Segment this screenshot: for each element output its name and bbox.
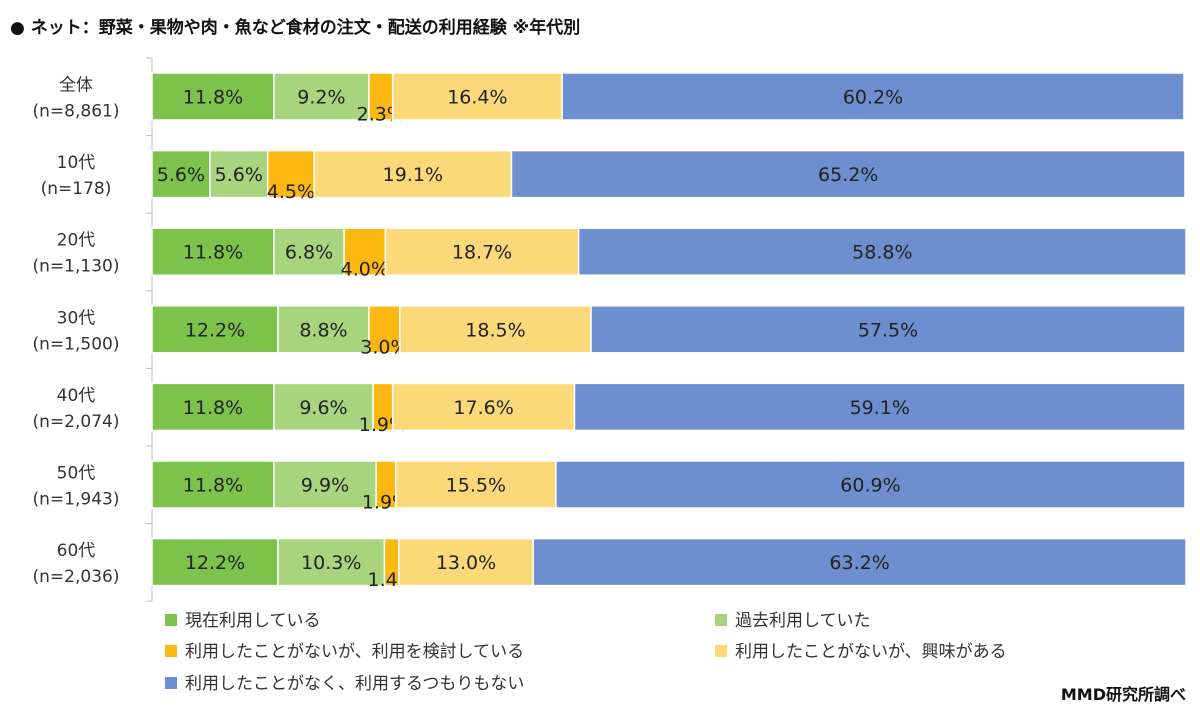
bar-segment <box>391 72 563 121</box>
data-label: 11.8% <box>183 87 243 109</box>
bar-segment <box>391 382 576 432</box>
category-label: (n=2,036) <box>33 567 120 587</box>
bar-segment <box>510 149 1186 199</box>
bar-segment <box>266 149 315 199</box>
legend-label: 利用したことがないが、興味がある <box>735 642 1007 662</box>
category-label: (n=8,861) <box>33 102 120 122</box>
data-label: 3.0% <box>360 336 408 358</box>
legend-swatch <box>715 614 727 626</box>
bar-segment <box>368 305 401 354</box>
data-label: 16.4% <box>447 87 507 109</box>
legend-swatch <box>165 677 177 689</box>
data-label: 12.2% <box>185 552 245 574</box>
category-label: (n=1,130) <box>33 257 120 277</box>
data-label: 4.5% <box>267 181 315 203</box>
data-label: 60.2% <box>843 87 903 109</box>
data-label: 12.2% <box>185 319 245 341</box>
data-label: 9.9% <box>301 475 349 497</box>
data-label: 4.0% <box>341 259 389 281</box>
bar-segment <box>151 382 275 432</box>
legend-label: 利用したことがなく、利用するつもりもない <box>185 674 524 694</box>
bar-segment <box>395 460 557 509</box>
bar-segment <box>399 305 592 354</box>
data-label: 5.6% <box>215 164 263 186</box>
bar-segment <box>151 305 279 354</box>
bar-segment <box>273 72 370 121</box>
data-label: 59.1% <box>850 397 910 419</box>
data-label: 60.9% <box>840 475 900 497</box>
bar-segment <box>532 537 1187 587</box>
bar-segment <box>277 305 370 354</box>
category-label: 60代 <box>57 541 96 561</box>
data-label: 15.5% <box>446 475 506 497</box>
bar-segment <box>151 537 279 587</box>
data-label: 13.0% <box>436 552 496 574</box>
data-label: 63.2% <box>829 552 889 574</box>
plot-area: 全体(n=8,861)11.8% 9.2%2.3%16.4% 60.2%10代(n=… <box>33 57 1187 602</box>
data-label: 11.8% <box>183 397 243 419</box>
bar-segment <box>151 149 211 199</box>
category-label: 30代 <box>57 308 96 328</box>
category-label: 50代 <box>57 464 96 484</box>
bar-segment <box>273 382 374 432</box>
data-label: 9.6% <box>299 397 347 419</box>
bar-segment <box>273 460 377 509</box>
bar-segment <box>561 72 1185 121</box>
source-note: MMD研究所調べ <box>1061 685 1186 704</box>
bar-segment <box>273 227 345 276</box>
data-label: 10.3% <box>301 552 361 574</box>
data-label: 58.8% <box>852 242 912 264</box>
category-label: (n=1,943) <box>33 490 120 510</box>
legend-swatch <box>165 645 177 657</box>
data-label: 11.8% <box>183 242 243 264</box>
data-label: 18.7% <box>452 242 512 264</box>
legend-swatch <box>165 614 177 626</box>
legend-label: 利用したことがないが、利用を検討している <box>185 642 524 662</box>
data-label: 19.1% <box>383 164 443 186</box>
category-label: (n=178) <box>41 179 112 199</box>
category-label: 全体 <box>59 76 93 96</box>
legend-label: 現在利用している <box>185 611 321 631</box>
data-label: 18.5% <box>465 319 525 341</box>
data-label: 11.8% <box>183 475 243 497</box>
category-label: (n=2,074) <box>33 412 120 432</box>
category-label: (n=1,500) <box>33 334 120 354</box>
data-label: 65.2% <box>818 164 878 186</box>
bar-segment <box>573 382 1186 432</box>
legend-swatch <box>715 645 727 657</box>
legend-label: 過去利用していた <box>735 611 871 631</box>
data-label: 8.8% <box>299 319 347 341</box>
data-label: 17.6% <box>453 397 513 419</box>
bar-segment <box>555 460 1186 509</box>
bar-segment <box>590 305 1186 354</box>
category-label: 10代 <box>57 153 96 173</box>
category-label: 20代 <box>57 231 96 251</box>
category-label: 40代 <box>57 386 96 406</box>
data-label: 5.6% <box>157 164 205 186</box>
bar-segment <box>577 227 1187 276</box>
data-label: 57.5% <box>858 319 918 341</box>
data-label: 9.2% <box>297 87 345 109</box>
data-label: 6.8% <box>285 242 333 264</box>
chart-title: ● ネット：野菜・果物や肉・魚など食材の注文・配送の利用経験 ※年代別 <box>10 17 580 38</box>
bar-segment <box>384 227 580 276</box>
